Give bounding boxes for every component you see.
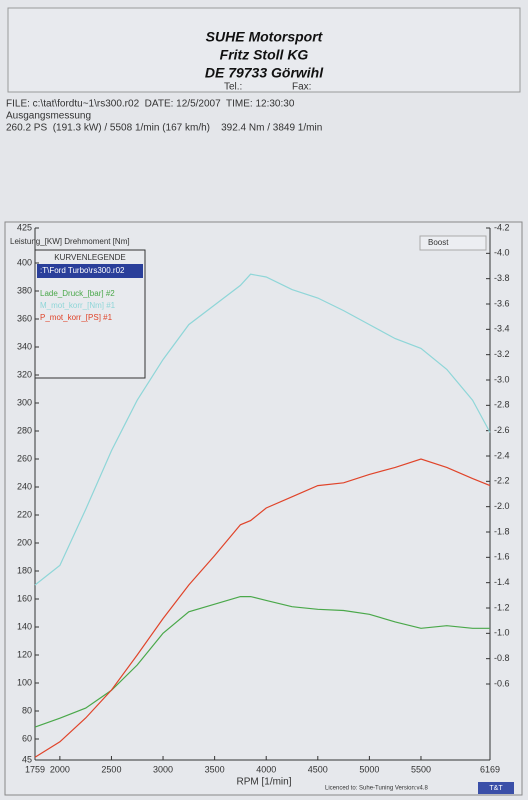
fax: Fax: xyxy=(292,82,311,93)
logo: T&T xyxy=(489,785,503,792)
licence: Licenced to: Suhe-Tuning Version:v4.8 xyxy=(325,786,429,792)
x-tick-label: 3500 xyxy=(205,764,225,774)
boost-box xyxy=(419,235,487,251)
x-tick-label: 2500 xyxy=(101,764,121,774)
y2-tick-label: -1.4 xyxy=(494,577,510,587)
legend-entry: Lade_Druck_[bar] #2 xyxy=(40,289,115,298)
x-tick-label: 1759 xyxy=(25,764,45,774)
y2-tick-label: -3.2 xyxy=(494,349,510,359)
series-line xyxy=(34,596,490,728)
y2-tick-label: -0.6 xyxy=(494,678,510,688)
y-tick-label: 380 xyxy=(17,285,32,295)
y-tick-label: 425 xyxy=(17,222,32,232)
y2-tick-label: -2.4 xyxy=(494,450,510,460)
summary: 260.2 PS (191.3 kW) / 5508 1/min (167 km… xyxy=(6,123,322,134)
tel: Tel.: xyxy=(224,82,242,93)
company-name: Fritz Stoll KG xyxy=(220,47,309,63)
y-tick-label: 140 xyxy=(17,621,32,631)
y2-tick-label: -3.6 xyxy=(494,298,510,308)
x-tick-label: 5500 xyxy=(411,764,431,774)
y-tick-label: 45 xyxy=(22,754,32,764)
y2-tick-label: -2.8 xyxy=(494,400,510,410)
series-line xyxy=(34,458,491,758)
y-tick-label: 320 xyxy=(17,369,32,379)
y2-tick-label: -2.0 xyxy=(494,501,510,511)
y2-tick-label: -3.0 xyxy=(494,374,510,384)
y2-tick-label: -4.2 xyxy=(494,222,510,232)
y2-axis-label: Boost xyxy=(428,238,449,247)
legend-entry: P_mot_korr_[PS] #1 xyxy=(40,313,113,322)
y2-tick-label: -3.4 xyxy=(494,324,510,334)
y-tick-label: 220 xyxy=(17,509,32,519)
y2-tick-label: -2.2 xyxy=(494,476,510,486)
y2-tick-label: -1.6 xyxy=(494,552,510,562)
y-tick-label: 240 xyxy=(17,481,32,491)
y2-tick-label: -4.0 xyxy=(494,248,510,258)
file-info: FILE: c:\tat\fordtu~1\rs300.r02 DATE: 12… xyxy=(6,99,295,110)
y-tick-label: 260 xyxy=(17,453,32,463)
y-tick-label: 80 xyxy=(22,705,32,715)
legend-entry: M_mot_korr_[Nm] #1 xyxy=(40,301,116,310)
y-tick-label: 200 xyxy=(17,537,32,547)
y-tick-label: 400 xyxy=(17,257,32,267)
y-tick-label: 340 xyxy=(17,341,32,351)
header-box xyxy=(7,7,521,93)
x-tick-label: 4000 xyxy=(256,764,276,774)
y2-tick-label: -1.0 xyxy=(494,628,510,638)
x-axis-label: RPM [1/min] xyxy=(236,777,291,788)
y-tick-label: 120 xyxy=(17,649,32,659)
logo-box xyxy=(478,782,514,794)
y2-tick-label: -1.2 xyxy=(494,602,510,612)
legend-title: KURVENLEGENDE xyxy=(54,253,125,262)
y-tick-label: 300 xyxy=(17,397,32,407)
y-tick-label: 180 xyxy=(17,565,32,575)
y-tick-label: 160 xyxy=(17,593,32,603)
y-tick-label: 360 xyxy=(17,313,32,323)
series-line xyxy=(34,273,491,586)
x-tick-label: 6169 xyxy=(480,764,500,774)
legend-file-highlight xyxy=(37,264,143,278)
y-axis-label: Leistung_[KW] Drehmoment [Nm] xyxy=(10,237,130,246)
address: DE 79733 Görwihl xyxy=(205,65,324,81)
legend-file: :T\Ford Turbo\rs300.r02 xyxy=(40,266,125,275)
description: Ausgangsmessung xyxy=(6,111,91,122)
x-tick-label: 4500 xyxy=(308,764,328,774)
company: SUHE Motorsport xyxy=(206,29,324,45)
y2-tick-label: -2.6 xyxy=(494,425,510,435)
y2-tick-label: -3.8 xyxy=(494,273,510,283)
y2-tick-label: -0.8 xyxy=(494,653,510,663)
x-tick-label: 5000 xyxy=(359,764,379,774)
x-tick-label: 2000 xyxy=(50,764,70,774)
y-tick-label: 280 xyxy=(17,425,32,435)
y2-tick-label: -1.8 xyxy=(494,526,510,536)
x-tick-label: 3000 xyxy=(153,764,173,774)
y-tick-label: 60 xyxy=(22,733,32,743)
y-tick-label: 100 xyxy=(17,677,32,687)
